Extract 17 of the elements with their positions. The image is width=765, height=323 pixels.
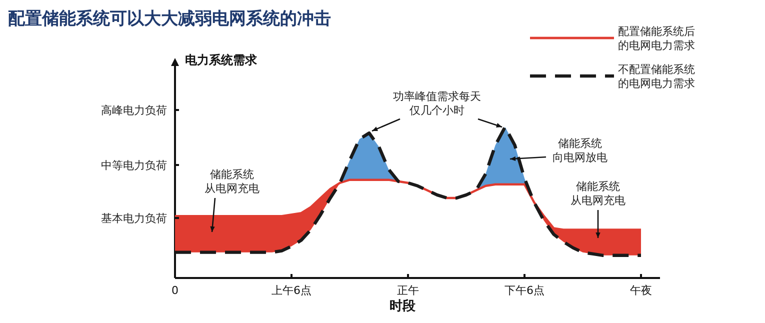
x-axis-title: 时段	[390, 299, 416, 314]
y-axis-title: 电力系统需求	[185, 53, 258, 67]
x-tick-label: 下午6点	[504, 284, 544, 297]
x-tick-label: 上午6点	[272, 284, 312, 297]
text: 功率峰值需求每天仅几个小时	[393, 90, 481, 117]
annotation: 储能系统从电网充电	[204, 168, 260, 195]
x-tick-label: 正午	[397, 284, 419, 297]
x-tick-label: 午夜	[630, 284, 652, 297]
x-tick-label: 0	[172, 284, 178, 297]
legend-label: 不配置储能系统的电网电力需求	[618, 63, 695, 90]
text: 高峰电力负荷	[101, 104, 167, 117]
annotation: 储能系统向电网放电	[552, 137, 608, 164]
legend-label: 配置储能系统后的电网电力需求	[618, 25, 695, 52]
text: 基本电力负荷	[101, 212, 167, 225]
annotation: 储能系统从电网充电	[570, 180, 626, 207]
text: 中等电力负荷	[101, 159, 167, 172]
chart-title: 配置储能系统可以大大减弱电网系统的冲击	[8, 9, 331, 29]
